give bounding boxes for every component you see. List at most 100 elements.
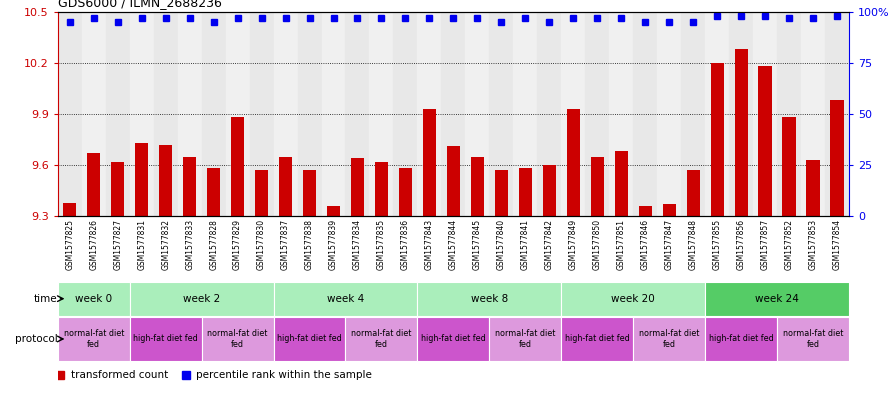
Bar [274,317,346,361]
Bar [202,317,274,361]
Text: week 24: week 24 [755,294,799,304]
Bar [566,109,580,216]
Bar [495,170,508,216]
Bar [729,12,753,216]
Bar [394,12,418,216]
Bar [471,156,484,216]
Text: normal-fat diet
fed: normal-fat diet fed [207,329,268,349]
Bar [442,12,465,216]
Bar [542,165,556,216]
Bar [322,12,346,216]
Bar [830,100,844,216]
Bar [135,143,148,216]
Bar [518,169,532,216]
Bar [250,12,274,216]
Bar [513,12,537,216]
Bar [638,206,652,216]
Bar [710,63,724,216]
Text: high-fat diet fed: high-fat diet fed [133,334,198,343]
Bar [58,317,130,361]
Bar [614,151,628,216]
Bar [585,12,609,216]
Bar [130,317,202,361]
Bar [609,12,633,216]
Bar [207,169,220,216]
Bar [178,12,202,216]
Bar [106,12,130,216]
Bar [159,145,172,216]
Bar [705,12,729,216]
Bar [399,169,412,216]
Bar [777,12,801,216]
Text: high-fat diet fed: high-fat diet fed [709,334,773,343]
Text: protocol: protocol [15,334,58,344]
Bar [274,12,298,216]
Bar [418,317,489,361]
Bar [87,153,100,216]
Bar [130,12,154,216]
Text: normal-fat diet
fed: normal-fat diet fed [351,329,412,349]
Bar [63,202,76,216]
Text: GDS6000 / ILMN_2688236: GDS6000 / ILMN_2688236 [58,0,221,9]
Text: percentile rank within the sample: percentile rank within the sample [196,370,372,380]
Text: time: time [34,294,58,304]
Text: high-fat diet fed: high-fat diet fed [565,334,629,343]
Text: normal-fat diet
fed: normal-fat diet fed [495,329,556,349]
Bar [346,12,370,216]
Bar [633,317,705,361]
Bar [465,12,489,216]
Bar [418,282,561,316]
Bar [351,158,364,216]
Text: normal-fat diet
fed: normal-fat diet fed [639,329,700,349]
Bar [633,12,657,216]
Bar [82,12,106,216]
Bar [375,162,388,216]
Bar [130,282,274,316]
Bar [801,12,825,216]
Bar [758,66,772,216]
Bar [777,317,849,361]
Bar [662,204,676,216]
Bar [657,12,681,216]
Bar [489,317,561,361]
Bar [705,317,777,361]
Text: week 4: week 4 [327,294,364,304]
Bar [705,282,849,316]
Text: normal-fat diet
fed: normal-fat diet fed [63,329,124,349]
Bar [753,12,777,216]
Bar [111,162,124,216]
Bar [183,156,196,216]
Bar [58,282,130,316]
Bar [561,12,585,216]
Bar [489,12,513,216]
Bar [154,12,178,216]
Text: week 2: week 2 [183,294,220,304]
Bar [226,12,250,216]
Bar [327,206,340,216]
Bar [681,12,705,216]
Bar [303,170,316,216]
Bar [274,282,418,316]
Bar [561,317,633,361]
Bar [447,146,460,216]
Text: high-fat diet fed: high-fat diet fed [277,334,342,343]
Bar [825,12,849,216]
Bar [298,12,322,216]
Text: normal-fat diet
fed: normal-fat diet fed [783,329,844,349]
Bar [734,49,748,216]
Bar [423,109,436,216]
Text: high-fat diet fed: high-fat diet fed [421,334,485,343]
Bar [561,282,705,316]
Bar [370,12,394,216]
Text: week 0: week 0 [76,294,112,304]
Bar [255,170,268,216]
Bar [806,160,820,216]
Bar [418,12,442,216]
Text: transformed count: transformed count [71,370,168,380]
Bar [346,317,418,361]
Bar [231,118,244,216]
Bar [58,12,82,216]
Bar [782,118,796,216]
Text: week 20: week 20 [612,294,655,304]
Bar [686,170,700,216]
